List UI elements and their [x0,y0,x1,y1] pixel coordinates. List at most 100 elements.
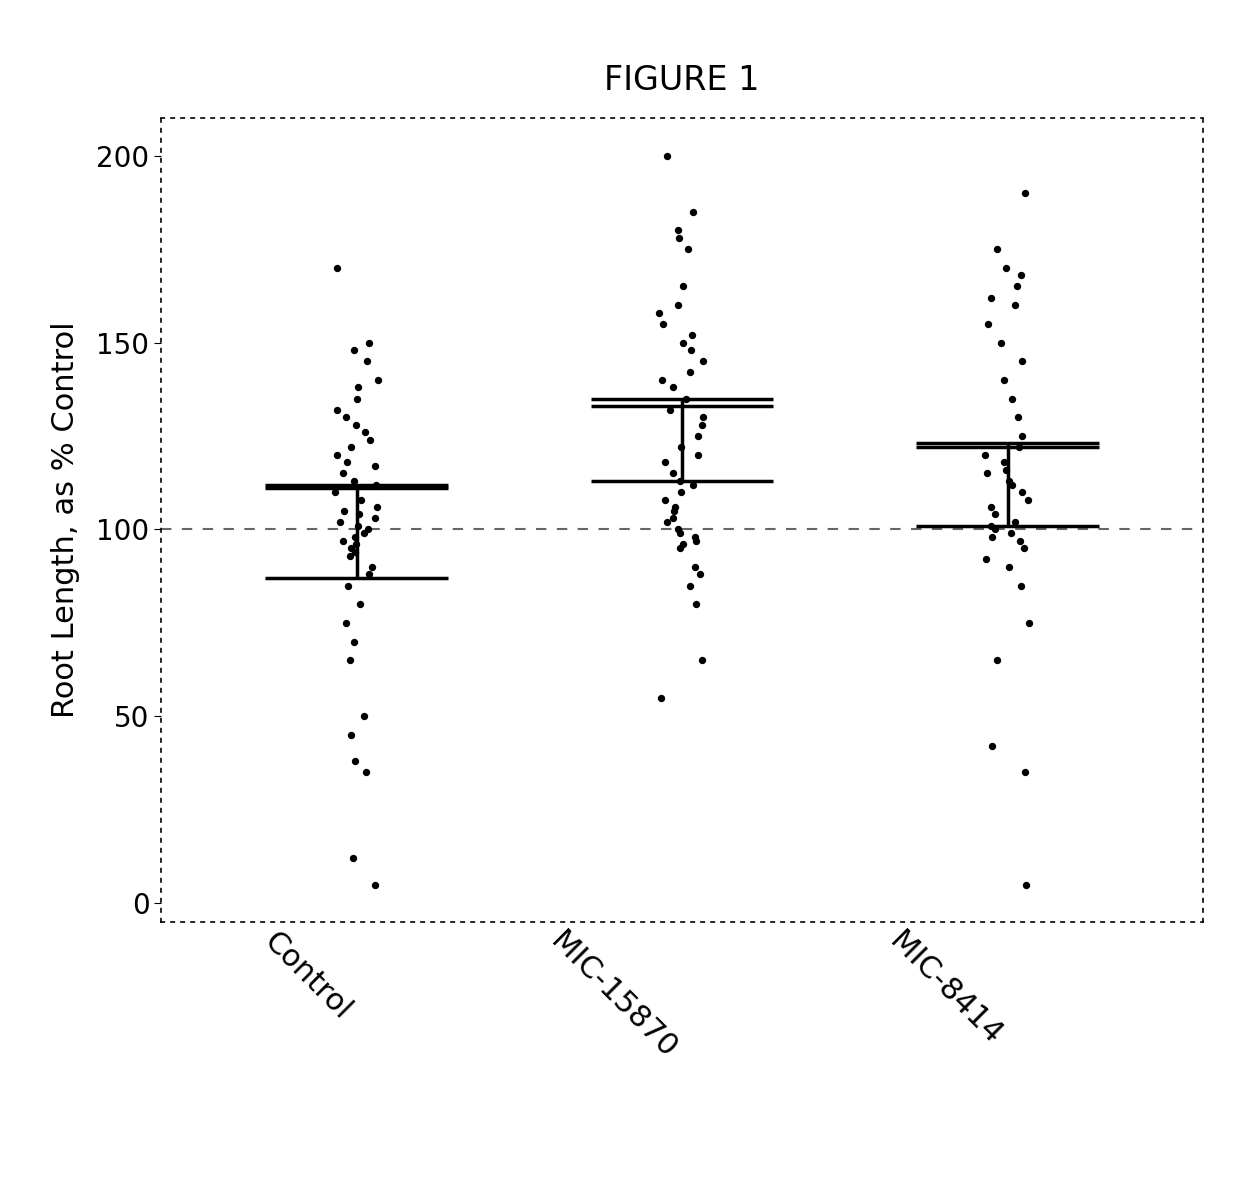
Point [1004,296,1024,314]
Point [1002,475,1022,494]
Point [358,565,378,584]
Point [327,259,347,278]
Point [368,370,388,389]
Point [678,240,698,259]
Point [656,491,676,509]
Point [668,221,688,240]
Point [668,228,688,247]
Point [345,752,365,771]
Point [665,501,684,520]
Point [688,446,708,465]
Point [366,475,386,494]
Point [686,531,706,550]
Point [1011,576,1030,595]
Point [981,498,1001,517]
Title: FIGURE 1: FIGURE 1 [604,65,760,97]
Y-axis label: Root Length, as % Control: Root Length, as % Control [51,322,79,719]
Point [681,340,701,359]
Point [663,378,683,397]
Point [334,531,353,550]
Point [353,707,373,726]
Point [345,527,365,546]
Point [1014,183,1034,202]
Point [351,491,371,509]
Point [345,472,365,491]
Point [991,333,1011,352]
Point [330,513,350,532]
Point [341,539,361,558]
Point [657,147,677,165]
Point [986,505,1006,524]
Point [1013,482,1033,501]
Point [1004,513,1024,532]
Point [684,527,704,546]
Point [686,595,706,613]
Point [982,527,1002,546]
Point [975,446,994,465]
Point [1011,531,1030,550]
Point [1018,491,1038,509]
Point [361,430,381,449]
Point [1017,875,1037,894]
Point [337,453,357,472]
Point [1002,389,1022,408]
Point [657,513,677,532]
Point [327,446,347,465]
Point [650,303,670,322]
Point [684,558,704,577]
Point [673,277,693,296]
Point [346,543,366,561]
Point [668,296,688,314]
Point [692,415,712,434]
Point [693,408,713,427]
Point [357,762,377,781]
Point [334,463,353,482]
Point [996,460,1016,479]
Point [340,651,360,670]
Point [336,408,356,427]
Point [688,427,708,446]
Point [999,558,1019,577]
Point [347,389,367,408]
Point [366,456,386,475]
Point [676,389,696,408]
Point [670,524,689,543]
Point [680,576,699,595]
Point [348,505,368,524]
Point [341,726,361,745]
Point [357,352,377,371]
Point [994,453,1014,472]
Point [683,475,703,494]
Point [671,539,691,558]
Point [651,688,671,707]
Point [671,472,691,491]
Point [673,535,693,554]
Point [1011,266,1030,285]
Point [342,849,362,868]
Point [339,576,358,595]
Point [350,595,370,613]
Point [655,453,675,472]
Point [682,325,702,344]
Point [355,423,374,442]
Point [367,498,387,517]
Point [341,437,361,456]
Point [978,314,998,333]
Point [660,401,680,420]
Point [997,259,1017,278]
Point [1009,437,1029,456]
Point [652,370,672,389]
Point [999,472,1019,491]
Point [673,333,693,352]
Point [671,437,691,456]
Point [1019,613,1039,632]
Point [671,482,691,501]
Point [1007,277,1027,296]
Point [692,651,712,670]
Point [663,463,683,482]
Point [665,498,684,517]
Point [336,613,356,632]
Point [653,314,673,333]
Point [362,558,382,577]
Point [663,508,683,527]
